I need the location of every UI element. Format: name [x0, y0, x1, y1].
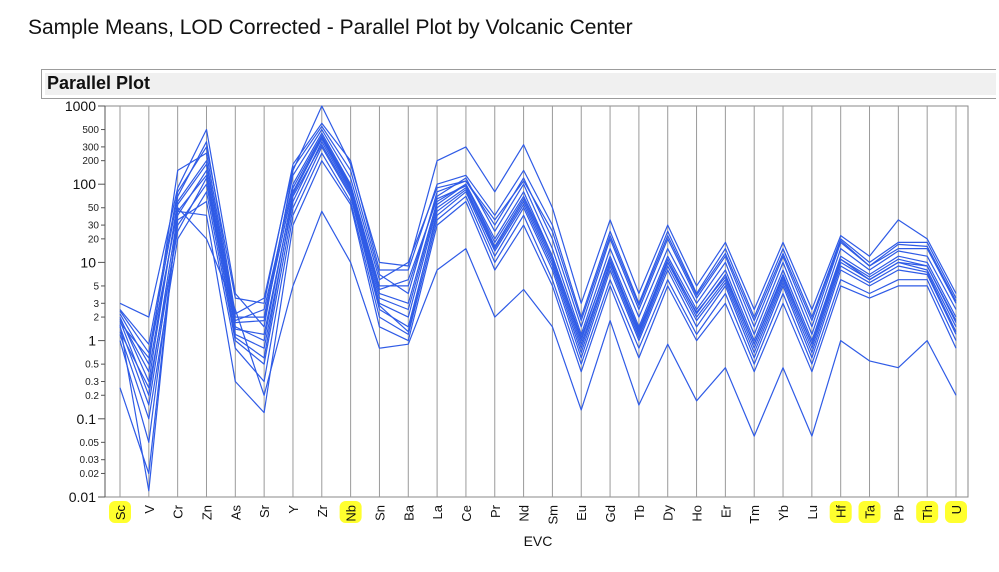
category-label: Sm: [545, 505, 560, 525]
y-tick-label: 0.5: [85, 360, 99, 371]
y-tick-label: 100: [73, 176, 97, 192]
category-label: V: [142, 505, 157, 514]
y-tick-label: 500: [82, 125, 99, 136]
highlight-label-bg-nb: [339, 501, 362, 523]
series-line: [119, 138, 957, 359]
y-tick-label: 0.01: [69, 489, 96, 505]
series-line: [119, 128, 957, 365]
y-tick-label: 1000: [65, 98, 96, 114]
category-label: Nb: [344, 505, 359, 522]
y-tick-label: 50: [88, 203, 100, 214]
category-label: As: [228, 505, 243, 521]
series-line: [119, 141, 957, 406]
category-label: Zr: [315, 504, 330, 517]
category-label: Y: [286, 505, 301, 514]
category-label: Ta: [863, 504, 878, 519]
y-tick-label: 0.02: [80, 469, 100, 480]
plot-frame: [104, 105, 969, 498]
series-line: [119, 146, 957, 420]
category-label: Pb: [891, 505, 906, 521]
y-tick-label: 0.3: [85, 377, 99, 388]
page-title: Sample Means, LOD Corrected - Parallel P…: [28, 16, 633, 39]
panel-title: Parallel Plot: [47, 73, 151, 93]
series-line: [119, 207, 957, 492]
category-label: Ce: [459, 505, 474, 522]
series-line: [119, 122, 957, 345]
y-tick-label: 0.2: [85, 391, 99, 402]
y-tick-label: 0.03: [80, 455, 100, 466]
x-axis-categories: Sc V Cr Zn As Sr Y Zr Nb Sn Ba La Ce Pr Nd Sm Eu Gd Tb Dy Ho…: [113, 504, 964, 524]
y-tick-label: 0.1: [77, 411, 97, 427]
category-label: Th: [920, 505, 935, 520]
series-line: [119, 160, 957, 475]
y-tick-label: 3: [93, 299, 99, 310]
grid-lines: [104, 105, 969, 498]
y-tick-label: 5: [93, 281, 99, 292]
category-label: Nd: [517, 505, 532, 522]
category-label: Yb: [776, 505, 791, 521]
highlight-label-bg-ta: [858, 501, 881, 523]
panel-header[interactable]: [41, 69, 996, 99]
category-label: Tb: [632, 505, 647, 520]
panel-header-bar: [45, 73, 996, 95]
highlight-label-bg-hf: [829, 501, 852, 523]
series-line: [119, 132, 957, 383]
y-tick-label: 30: [88, 221, 100, 232]
category-label: Lu: [805, 505, 820, 519]
series-layer: [119, 105, 957, 492]
series-line: [119, 125, 957, 354]
y-tick-label: 300: [82, 142, 99, 153]
category-label: Pr: [488, 504, 503, 518]
y-tick-label: 0.05: [80, 438, 100, 449]
highlight-label-bg-u: [945, 501, 967, 523]
highlight-label-bg-sc: [109, 501, 131, 523]
category-label: Dy: [661, 505, 676, 521]
y-tick-label: 200: [82, 156, 99, 167]
series-line: [119, 136, 957, 396]
category-label: Ho: [690, 505, 705, 522]
category-label: Sn: [372, 505, 387, 521]
y-axis: 0.01 0.02 0.03 0.05 0.1 0.2 0.3 0.5 1 2 3 5 10 20 30 50…: [65, 98, 106, 505]
y-tick-label: 1: [88, 333, 96, 349]
category-label: Tm: [747, 505, 762, 524]
category-label: La: [430, 504, 445, 519]
category-label: Gd: [603, 505, 618, 522]
category-label: Sr: [257, 504, 272, 518]
y-tick-label: 2: [93, 313, 99, 324]
category-label: U: [949, 505, 964, 514]
highlight-label-bg-th: [916, 501, 939, 523]
category-label: Eu: [574, 505, 589, 521]
y-tick-label: 20: [88, 234, 100, 245]
x-axis-label: EVC: [524, 533, 553, 549]
category-label: Er: [718, 504, 733, 518]
category-label: Sc: [113, 505, 128, 521]
category-label: Ba: [401, 504, 416, 521]
category-label: Zn: [199, 505, 214, 520]
series-line: [119, 152, 957, 443]
y-tick-label: 10: [80, 254, 96, 270]
category-label: Hf: [834, 505, 849, 518]
series-line: [119, 144, 957, 389]
category-label: Cr: [171, 504, 186, 518]
